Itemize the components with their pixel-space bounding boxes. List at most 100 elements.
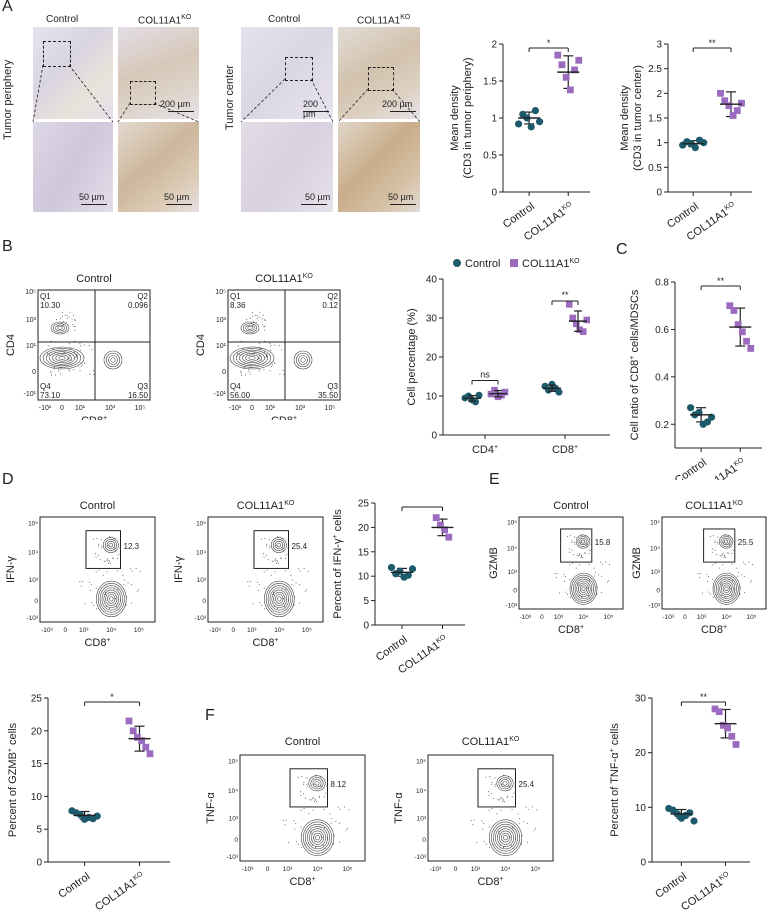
event-dot: [326, 785, 328, 787]
event-dot: [585, 579, 587, 581]
event-dot: [731, 552, 733, 554]
data-point: [726, 302, 734, 310]
x-tick-label: -10³: [430, 866, 442, 873]
panel-letter-b: B: [2, 238, 13, 255]
q-value: 0.096: [128, 301, 149, 310]
event-dot: [71, 318, 73, 320]
contour: [493, 823, 518, 852]
event-dot: [717, 543, 719, 545]
flow-title: COL11A1KO: [462, 736, 520, 748]
event-dot: [59, 324, 60, 326]
event-dot: [113, 568, 115, 570]
event-dot: [123, 583, 125, 585]
zoom-box: [285, 57, 313, 81]
data-point: [396, 567, 404, 575]
event-dot: [581, 534, 583, 535]
y-tick-label: 10⁴: [228, 788, 238, 795]
event-dot: [707, 581, 708, 582]
event-dot: [732, 597, 734, 599]
event-dot: [263, 571, 265, 573]
event-dot: [127, 582, 129, 584]
event-dot: [577, 582, 579, 584]
x-tick-label: 10⁴: [274, 627, 284, 634]
data-point: [498, 391, 505, 399]
x-tick-label: 0: [63, 627, 67, 634]
event-dot: [576, 555, 578, 557]
y-tick-label: 30: [635, 694, 647, 705]
event-dot: [80, 365, 82, 367]
event-dot: [327, 839, 329, 841]
y-tick-label: 0.4: [655, 372, 669, 383]
event-dot: [258, 584, 260, 586]
q-label: Q2: [137, 292, 148, 301]
event-dot: [240, 372, 242, 374]
event-dot: [131, 570, 133, 572]
event-dot: [116, 606, 117, 608]
event-dot: [237, 345, 239, 347]
event-dot: [503, 774, 504, 776]
x-tick-label: 10⁵: [134, 627, 144, 634]
event-dot: [112, 557, 114, 559]
event-dot: [518, 822, 520, 824]
data-point: [527, 123, 535, 131]
event-dot: [572, 594, 574, 596]
contour: [579, 584, 588, 593]
event-dot: [266, 545, 268, 547]
event-dot: [89, 373, 91, 375]
event-dot: [286, 554, 288, 556]
y-tick-label: 10³: [229, 816, 239, 823]
event-dot: [120, 600, 121, 602]
event-dot: [244, 341, 246, 343]
event-dot: [278, 345, 280, 347]
plot-frame: [207, 516, 324, 623]
y-tick-label: 0: [32, 369, 36, 376]
legend-label-ko: COL11A1KO: [522, 258, 580, 270]
event-dot: [321, 786, 323, 788]
gate-value: 12.3: [124, 542, 140, 551]
event-dot: [244, 367, 246, 368]
event-dot: [241, 374, 242, 376]
event-dot: [262, 314, 264, 316]
event-dot: [74, 357, 76, 359]
event-dot: [69, 370, 71, 372]
event-dot: [266, 354, 268, 356]
event-dot: [94, 351, 96, 353]
data-point: [554, 51, 562, 59]
data-point: [565, 301, 573, 308]
micrograph-control-center-high: 50 µm: [241, 122, 333, 212]
event-dot: [488, 795, 490, 796]
event-dot: [324, 848, 326, 849]
event-dot: [106, 559, 108, 561]
contour: [581, 539, 586, 544]
q-label: Q3: [327, 382, 338, 391]
y-tick-label: 0: [640, 858, 646, 869]
event-dot: [724, 596, 726, 598]
y-tick-label: 0: [363, 621, 369, 632]
contour: [717, 578, 736, 599]
event-dot: [51, 374, 52, 376]
event-dot: [309, 799, 311, 801]
sig-label: **: [700, 692, 708, 702]
data-point: [738, 328, 746, 336]
event-dot: [313, 783, 315, 785]
contour: [579, 537, 587, 546]
event-dot: [285, 819, 287, 821]
event-dot: [729, 544, 731, 546]
event-dot: [744, 592, 746, 594]
event-dot: [319, 796, 321, 798]
contour: [719, 580, 734, 597]
event-dot: [115, 598, 116, 600]
event-dot: [716, 554, 717, 555]
event-dot: [338, 822, 340, 824]
event-dot: [271, 560, 273, 562]
y-axis-label: CD4: [5, 334, 17, 356]
event-dot: [582, 557, 584, 559]
q-label: Q4: [40, 382, 51, 391]
event-dot: [261, 318, 263, 320]
event-dot: [508, 826, 510, 828]
y-tick-label: 30: [426, 314, 438, 325]
event-dot: [312, 798, 314, 800]
event-dot: [483, 822, 485, 824]
event-dot: [126, 596, 128, 598]
event-dot: [264, 537, 266, 539]
